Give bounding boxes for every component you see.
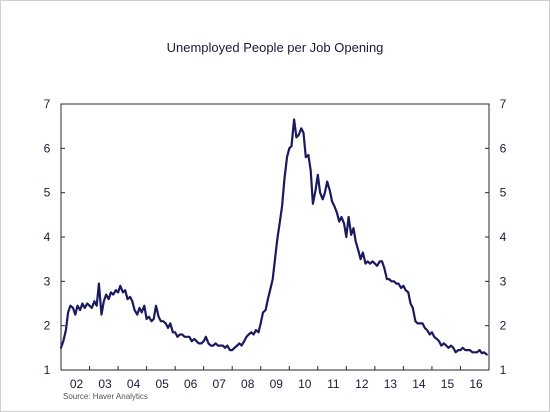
x-tick-label: 16 <box>469 377 483 391</box>
y-tick-label-right: 1 <box>500 363 507 377</box>
y-tick-label-left: 7 <box>44 97 51 111</box>
x-tick-label: 03 <box>98 377 112 391</box>
x-tick-label: 09 <box>270 377 284 391</box>
y-tick-label-left: 4 <box>44 230 51 244</box>
x-tick-label: 08 <box>241 377 255 391</box>
y-tick-label-right: 2 <box>500 319 507 333</box>
x-tick-label: 11 <box>327 377 340 391</box>
y-tick-label-right: 3 <box>500 274 507 288</box>
x-tick-label: 15 <box>441 377 455 391</box>
chart-title: Unemployed People per Job Opening <box>167 40 384 55</box>
x-axis-ticks: 02 03 04 05 06 07 08 09 10 11 12 13 14 15 16 <box>70 366 490 391</box>
y-tick-label-left: 1 <box>44 363 51 377</box>
y-tick-label-left: 2 <box>44 319 51 333</box>
y-axis-ticks: 1 1 2 2 3 3 4 4 5 5 6 6 7 7 <box>44 97 507 377</box>
plot-area <box>60 103 490 371</box>
x-tick-label: 10 <box>298 377 312 391</box>
x-tick-label: 12 <box>355 377 369 391</box>
y-tick-label-left: 6 <box>44 141 51 155</box>
series-line <box>59 118 488 356</box>
y-tick-label-right: 4 <box>500 230 507 244</box>
x-tick-label: 05 <box>155 377 169 391</box>
x-tick-label: 06 <box>184 377 198 391</box>
x-tick-label: 04 <box>127 377 141 391</box>
source-note: Source: Haver Analytics <box>63 392 148 401</box>
x-tick-label: 14 <box>412 377 426 391</box>
y-tick-label-right: 6 <box>500 141 507 155</box>
x-tick-label: 02 <box>70 377 84 391</box>
x-tick-label: 13 <box>384 377 398 391</box>
x-tick-label: 07 <box>213 377 227 391</box>
y-tick-label-right: 7 <box>500 97 507 111</box>
y-tick-label-left: 5 <box>44 186 51 200</box>
y-tick-label-right: 5 <box>500 186 507 200</box>
y-tick-label-left: 3 <box>44 274 51 288</box>
